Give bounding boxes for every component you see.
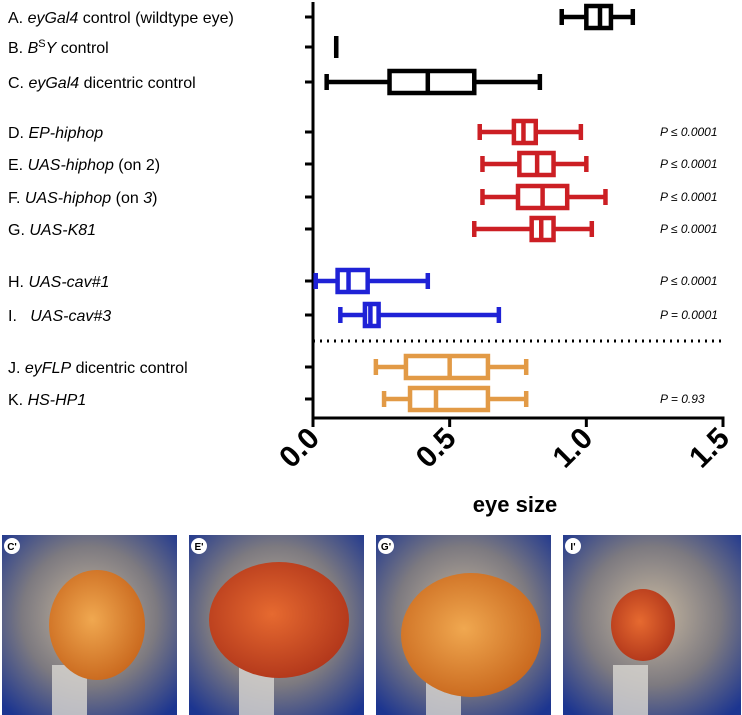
p-value: P = 0.93 xyxy=(660,392,705,406)
label-part: C. xyxy=(8,75,28,92)
x-tick-label: 1.0 xyxy=(546,422,599,475)
box xyxy=(387,68,477,96)
label-part: K. xyxy=(8,392,28,409)
label-part: eyFLP xyxy=(25,360,72,377)
label-part: D. xyxy=(8,125,28,142)
x-tick-label: 0.0 xyxy=(273,422,326,475)
panel-label: I' xyxy=(570,542,575,553)
label-part: 3 xyxy=(143,190,152,207)
p-value: P ≤ 0.0001 xyxy=(660,222,718,236)
x-tick-label: 1.5 xyxy=(683,422,736,475)
label-part: J. xyxy=(8,360,25,377)
category-label: K. HS-HP1 xyxy=(8,392,86,409)
photo-stalk xyxy=(613,665,648,715)
panel-badge xyxy=(565,538,581,554)
panel-badge xyxy=(378,538,394,554)
fly-eye xyxy=(209,562,349,678)
label-part: UAS-K81 xyxy=(29,222,96,239)
category-label: D. EP-hiphop xyxy=(8,125,103,142)
label-part: G. xyxy=(8,222,29,239)
category-label: F. UAS-hiphop (on 3) xyxy=(8,190,157,207)
x-tick-label: 0.5 xyxy=(410,422,463,475)
label-part: control xyxy=(56,40,108,57)
label-part: A. xyxy=(8,10,28,27)
label-part: (on xyxy=(111,190,143,207)
p-value: P ≤ 0.0001 xyxy=(660,125,718,139)
label-part: eyGal4 xyxy=(28,75,79,92)
fly-eye xyxy=(401,573,541,697)
panel-badge xyxy=(191,538,207,554)
label-part: UAS-cav#3 xyxy=(30,308,111,325)
box xyxy=(335,267,370,295)
label-part: I. xyxy=(8,308,30,325)
fly-eye xyxy=(611,589,675,661)
photos: C' E' G' I' xyxy=(2,535,741,715)
category-label: E. UAS-hiphop (on 2) xyxy=(8,157,160,174)
label-part: control (wildtype eye) xyxy=(78,10,234,27)
panel-label: G' xyxy=(381,542,391,553)
category-label: B. BSY control xyxy=(8,38,109,57)
label-part: E. xyxy=(8,157,28,174)
label-part: UAS-hiphop xyxy=(25,190,111,207)
label-part: eyGal4 xyxy=(28,10,79,27)
category-label: J. eyFLP dicentric control xyxy=(8,360,188,377)
label-part: ) xyxy=(152,190,157,207)
category-label: G. UAS-K81 xyxy=(8,222,96,239)
label-part: HS-HP1 xyxy=(28,392,87,409)
p-value: P ≤ 0.0001 xyxy=(660,190,718,204)
label-part: H. xyxy=(8,274,28,291)
label-part: B. xyxy=(8,40,28,57)
x-axis-label: eye size xyxy=(473,492,557,517)
p-value: P = 0.0001 xyxy=(660,308,718,322)
label-part: Y xyxy=(46,40,58,57)
label-part: EP-hiphop xyxy=(28,125,103,142)
panel-label: E' xyxy=(194,542,203,553)
box xyxy=(407,385,491,413)
box xyxy=(403,353,491,381)
label-part: S xyxy=(38,38,45,50)
panel-label: C' xyxy=(7,542,17,553)
category-label: H. UAS-cav#1 xyxy=(8,274,109,291)
label-part: UAS-hiphop xyxy=(28,157,114,174)
p-value: P ≤ 0.0001 xyxy=(660,157,718,171)
category-label: I. UAS-cav#3 xyxy=(8,308,111,325)
plot: 0.0 0.5 1.0 1.5 eye size A. eyGal4 control (w… xyxy=(8,2,736,517)
p-value: P ≤ 0.0001 xyxy=(660,274,718,288)
panel-badge xyxy=(4,538,20,554)
category-label: A. eyGal4 control (wildtype eye) xyxy=(8,10,234,27)
fly-eye xyxy=(49,570,145,680)
label-part: (on 2) xyxy=(114,157,160,174)
category-label: C. eyGal4 dicentric control xyxy=(8,75,196,92)
label-part: dicentric control xyxy=(71,360,188,377)
label-part: dicentric control xyxy=(79,75,196,92)
label-part: B xyxy=(28,40,39,57)
label-part: UAS-cav#1 xyxy=(28,274,109,291)
label-part: F. xyxy=(8,190,25,207)
